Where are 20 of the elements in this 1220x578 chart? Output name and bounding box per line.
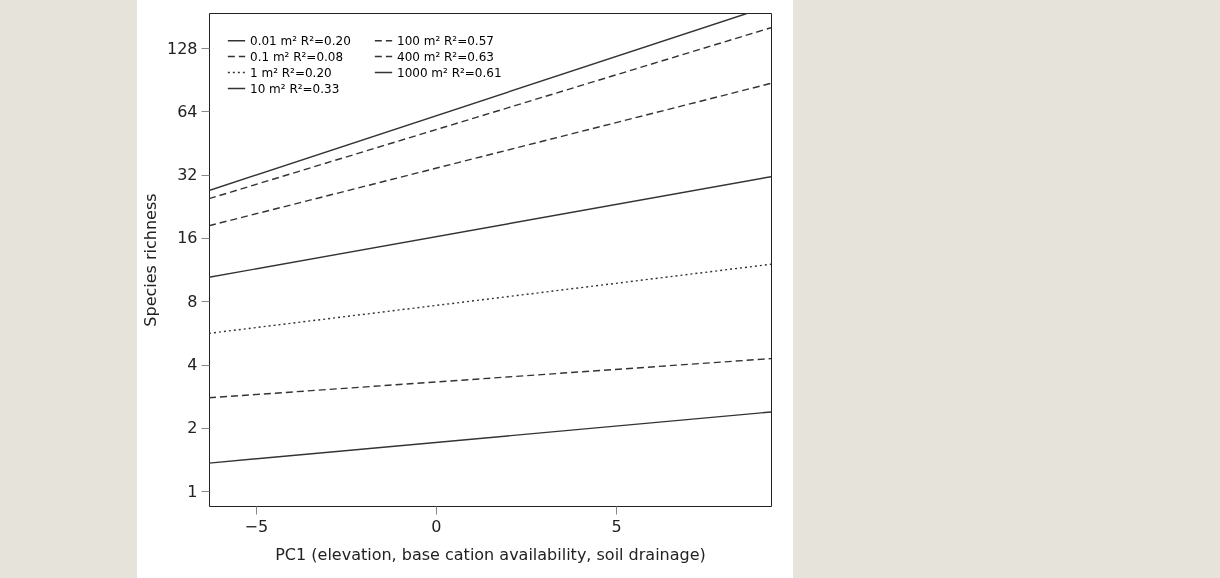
legend-label: 400 m² R²=0.63 <box>397 49 494 64</box>
y-tick-label: 1 <box>187 481 198 501</box>
y-tick-label: 16 <box>177 228 198 248</box>
x-tick-label: 0 <box>431 516 442 536</box>
y-tick-label: 32 <box>177 165 198 185</box>
x-tick-label: −5 <box>244 516 269 536</box>
y-axis-title: Species richness <box>140 193 160 327</box>
y-tick-label: 2 <box>187 418 198 438</box>
y-tick-label: 64 <box>177 101 198 121</box>
legend-label: 10 m² R²=0.33 <box>250 81 340 96</box>
legend-label: 0.01 m² R²=0.20 <box>250 33 351 48</box>
legend-label: 0.1 m² R²=0.08 <box>250 49 344 64</box>
legend-label: 100 m² R²=0.57 <box>397 33 494 48</box>
y-tick-label: 4 <box>187 355 198 375</box>
x-tick-label: 5 <box>611 516 622 536</box>
y-tick-label: 128 <box>166 38 198 58</box>
legend-label: 1 m² R²=0.20 <box>250 65 332 80</box>
legend-label: 1000 m² R²=0.61 <box>397 65 502 80</box>
y-tick-label: 8 <box>187 291 198 311</box>
x-axis-title: PC1 (elevation, base cation availability, soil drainage) <box>275 544 706 564</box>
